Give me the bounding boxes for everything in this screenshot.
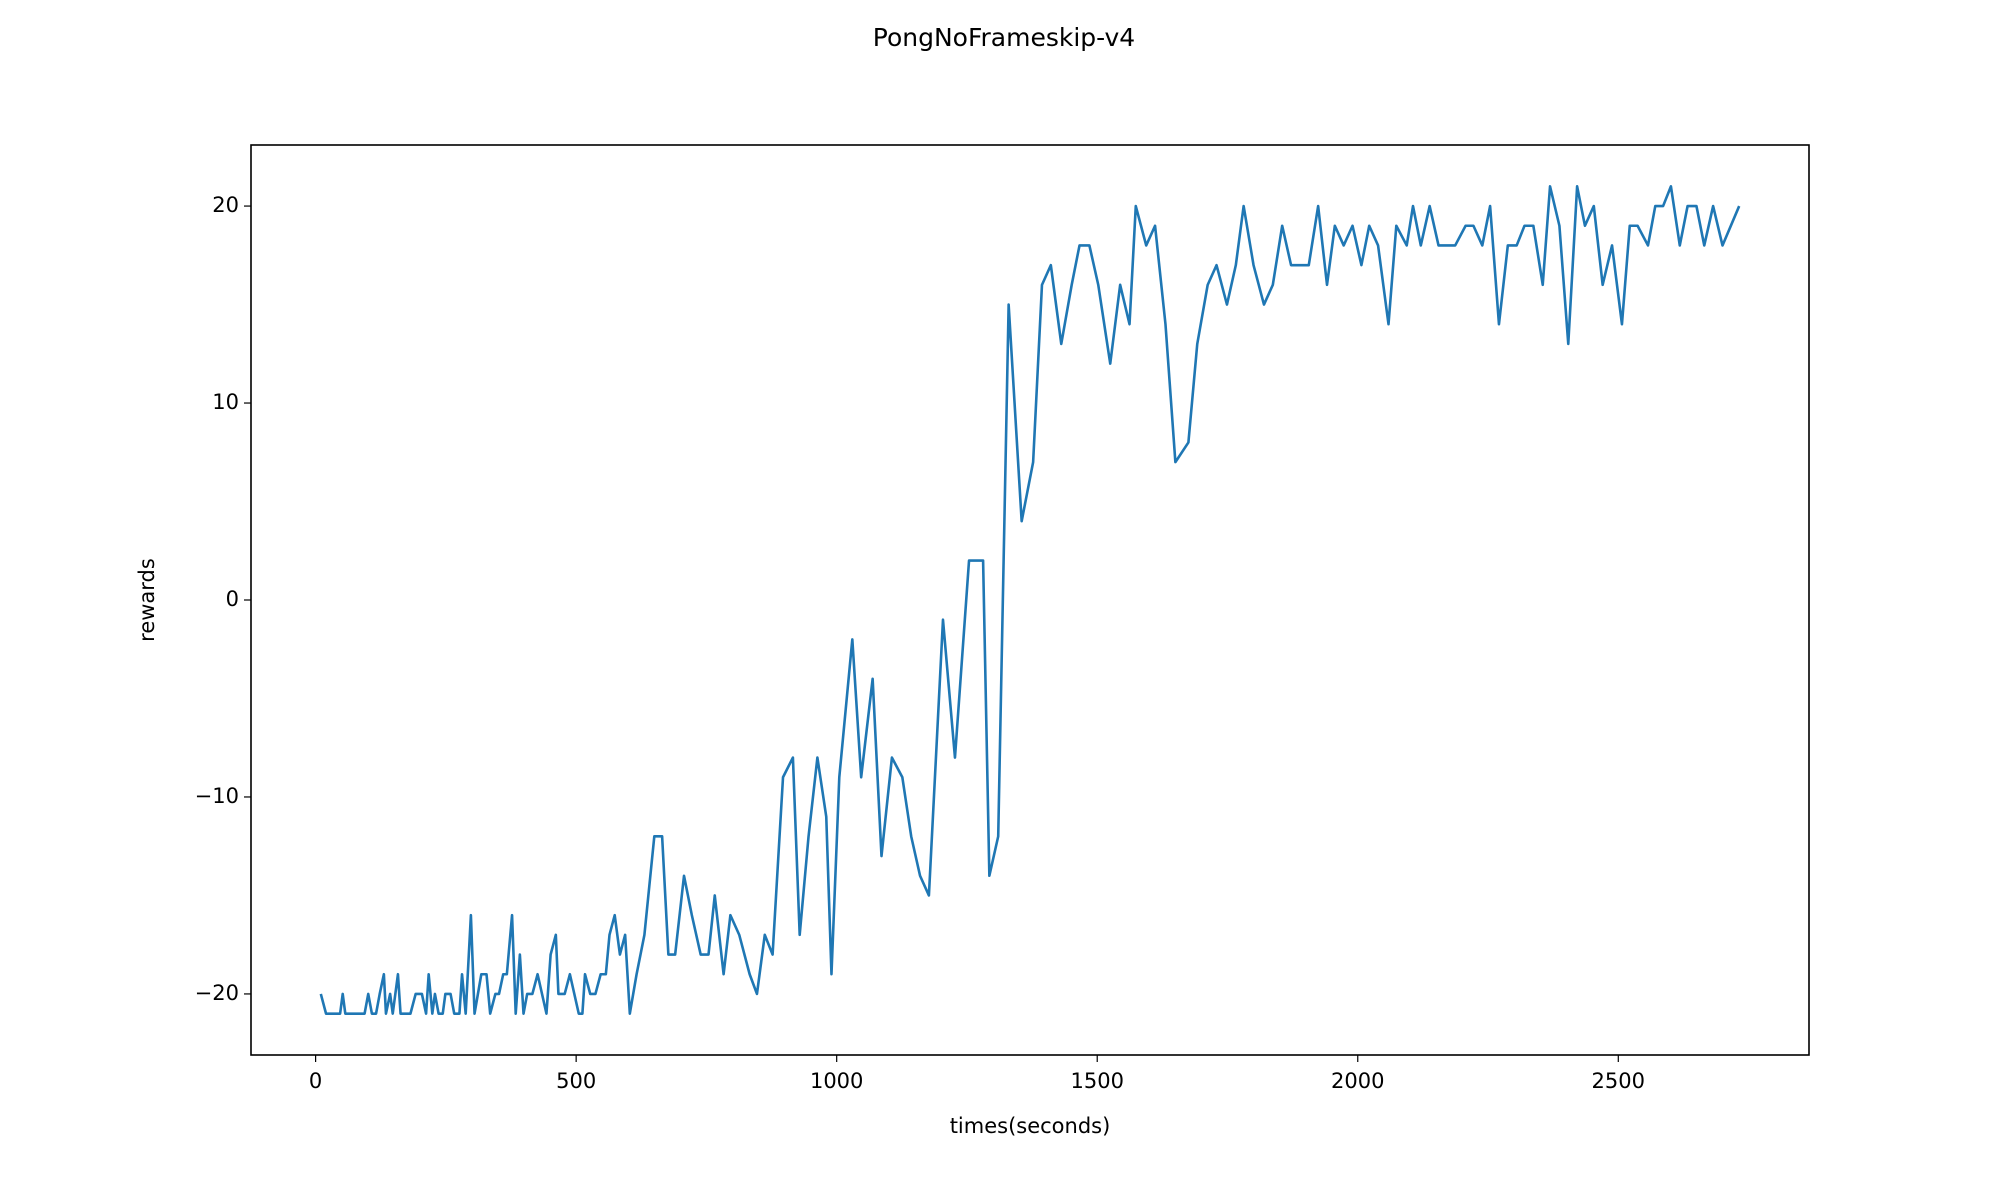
y-tick-label: 10 [212, 390, 239, 414]
y-tick-label: −10 [195, 784, 239, 808]
chart-title: PongNoFrameskip-v4 [873, 23, 1135, 52]
data-line [319, 185, 1741, 1015]
x-tick-label: 2000 [1331, 1069, 1384, 1093]
x-tick-label: 1500 [1070, 1069, 1123, 1093]
x-tick-label: 2500 [1592, 1069, 1645, 1093]
x-tick-label: 0 [309, 1069, 322, 1093]
plot-frame [250, 144, 1810, 1056]
y-tick-label: 0 [226, 587, 239, 611]
x-tick-label: 1000 [810, 1069, 863, 1093]
y-tick-label: 20 [212, 193, 239, 217]
y-axis-label: rewards [135, 558, 159, 642]
x-axis-label: times(seconds) [950, 1114, 1111, 1138]
x-tick-label: 500 [556, 1069, 596, 1093]
y-tick-label: −20 [195, 981, 239, 1005]
